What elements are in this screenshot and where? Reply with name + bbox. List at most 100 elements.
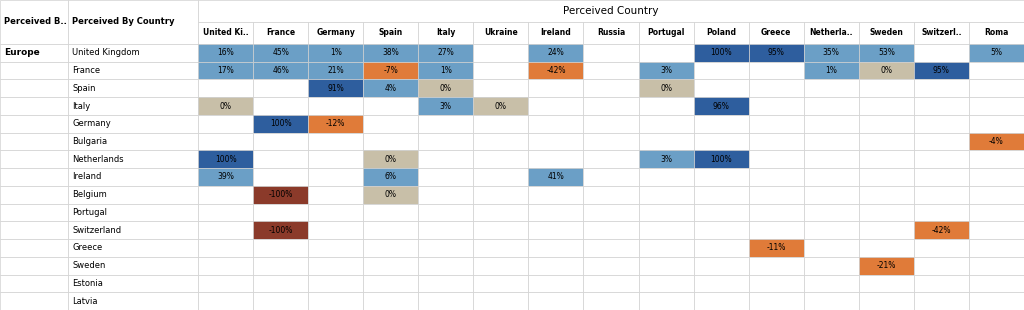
Bar xyxy=(639,204,693,221)
Bar xyxy=(969,97,1024,115)
Bar xyxy=(198,275,253,292)
Bar xyxy=(0,239,68,257)
Text: Italy: Italy xyxy=(72,102,90,111)
Bar xyxy=(473,292,528,310)
Bar xyxy=(969,79,1024,97)
Bar xyxy=(749,168,804,186)
Bar xyxy=(68,204,198,221)
Bar xyxy=(528,115,584,133)
Bar xyxy=(804,133,859,150)
Bar xyxy=(418,97,473,115)
Bar xyxy=(418,186,473,204)
Text: Bulgaria: Bulgaria xyxy=(72,137,108,146)
Bar xyxy=(859,22,913,44)
Text: Switzerland: Switzerland xyxy=(72,226,121,235)
Bar xyxy=(473,133,528,150)
Bar xyxy=(473,221,528,239)
Bar xyxy=(198,168,253,186)
Text: 100%: 100% xyxy=(711,155,732,164)
Text: 1%: 1% xyxy=(330,48,342,57)
Bar xyxy=(859,44,913,62)
Bar xyxy=(473,44,528,62)
Bar xyxy=(804,168,859,186)
Bar xyxy=(969,204,1024,221)
Text: Perceived Country: Perceived Country xyxy=(563,6,658,16)
Text: Poland: Poland xyxy=(707,29,736,38)
Text: Spain: Spain xyxy=(379,29,402,38)
Bar xyxy=(528,257,584,275)
Bar xyxy=(584,115,639,133)
Bar xyxy=(693,204,749,221)
Bar xyxy=(639,44,693,62)
Bar xyxy=(639,62,693,79)
Bar xyxy=(68,239,198,257)
Bar xyxy=(198,204,253,221)
Bar xyxy=(859,115,913,133)
Bar xyxy=(528,22,584,44)
Bar xyxy=(308,186,364,204)
Bar xyxy=(308,221,364,239)
Bar xyxy=(68,186,198,204)
Text: 41%: 41% xyxy=(548,172,564,181)
Bar xyxy=(584,133,639,150)
Bar xyxy=(0,115,68,133)
Bar xyxy=(969,239,1024,257)
Bar xyxy=(253,133,308,150)
Bar xyxy=(0,204,68,221)
Bar xyxy=(473,204,528,221)
Bar xyxy=(859,204,913,221)
Text: 3%: 3% xyxy=(439,102,452,111)
Text: France: France xyxy=(72,66,100,75)
Text: Germany: Germany xyxy=(72,119,111,128)
Bar xyxy=(804,22,859,44)
Text: Portugal: Portugal xyxy=(72,208,108,217)
Bar xyxy=(584,292,639,310)
Bar xyxy=(969,44,1024,62)
Bar xyxy=(418,44,473,62)
Bar xyxy=(804,186,859,204)
Bar xyxy=(859,239,913,257)
Bar xyxy=(969,22,1024,44)
Bar xyxy=(198,97,253,115)
Bar xyxy=(198,239,253,257)
Bar xyxy=(364,275,418,292)
Bar xyxy=(639,257,693,275)
Text: Switzerl..: Switzerl.. xyxy=(922,29,962,38)
Bar xyxy=(749,186,804,204)
Bar xyxy=(198,115,253,133)
Bar xyxy=(418,115,473,133)
Bar xyxy=(308,97,364,115)
Bar xyxy=(584,44,639,62)
Bar xyxy=(639,79,693,97)
Bar xyxy=(749,115,804,133)
Bar xyxy=(804,204,859,221)
Bar xyxy=(418,62,473,79)
Text: 0%: 0% xyxy=(219,102,231,111)
Text: 0%: 0% xyxy=(660,84,672,93)
Bar xyxy=(198,133,253,150)
Bar xyxy=(418,22,473,44)
Bar xyxy=(749,275,804,292)
Bar xyxy=(693,133,749,150)
Bar xyxy=(804,62,859,79)
Bar xyxy=(859,292,913,310)
Bar xyxy=(913,22,969,44)
Bar xyxy=(473,22,528,44)
Bar xyxy=(364,168,418,186)
Bar xyxy=(253,186,308,204)
Bar xyxy=(859,150,913,168)
Bar xyxy=(308,292,364,310)
Bar xyxy=(528,133,584,150)
Bar xyxy=(308,22,364,44)
Bar xyxy=(253,150,308,168)
Bar xyxy=(473,62,528,79)
Bar xyxy=(859,97,913,115)
Bar xyxy=(749,44,804,62)
Bar xyxy=(749,22,804,44)
Bar xyxy=(253,22,308,44)
Bar xyxy=(859,186,913,204)
Bar xyxy=(253,44,308,62)
Bar xyxy=(969,257,1024,275)
Bar xyxy=(308,275,364,292)
Bar xyxy=(0,292,68,310)
